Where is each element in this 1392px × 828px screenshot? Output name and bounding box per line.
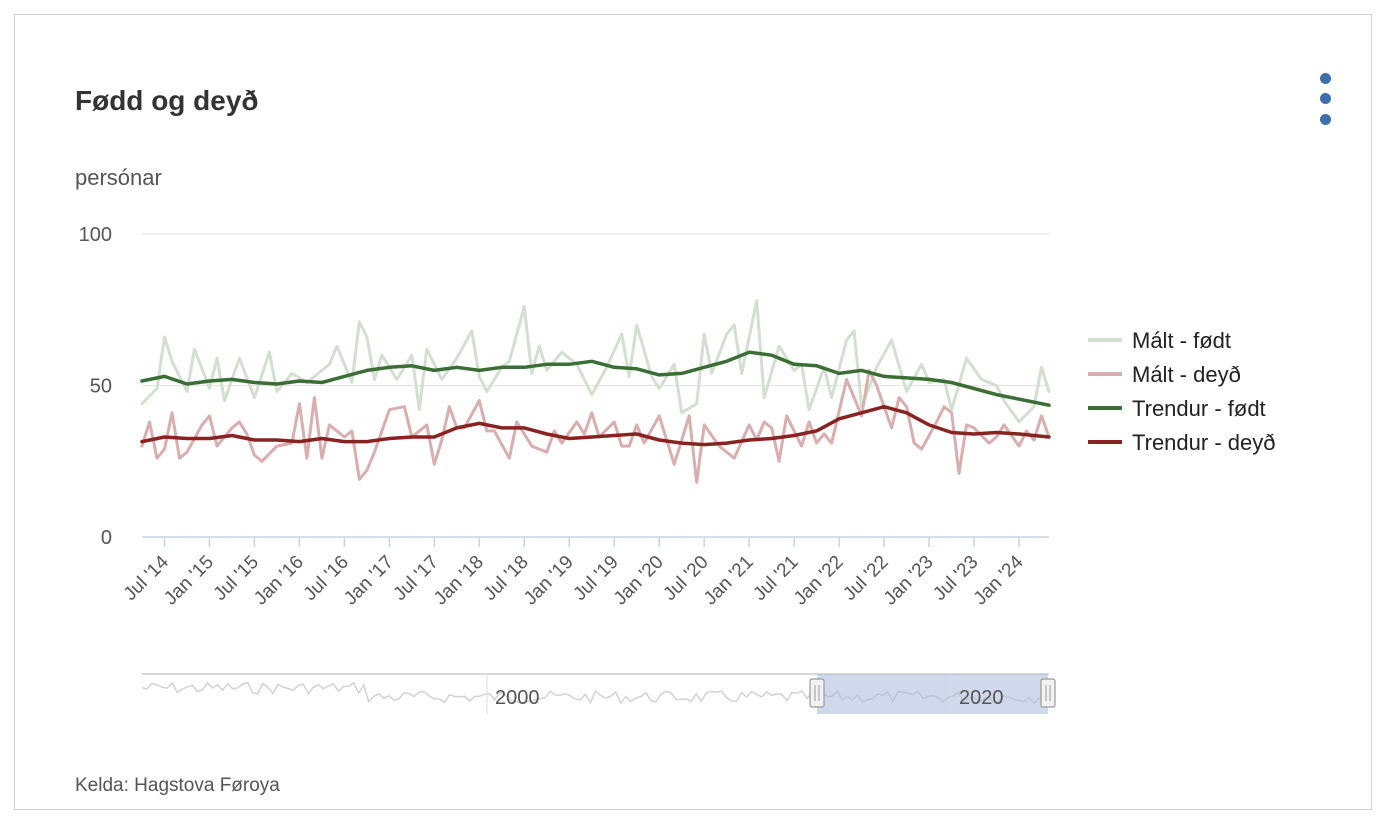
x-tick-label: Jan '16 [250, 552, 308, 610]
legend-item[interactable]: Trendur - deyð [1088, 430, 1275, 455]
y-tick-label: 100 [79, 224, 112, 246]
legend[interactable]: Mált - født Mált - deyð Trendur - født Tren… [1088, 328, 1275, 455]
chart-card: Fødd og deyð persónar Kelda: Hagstova Fø… [14, 14, 1372, 810]
legend-label: Trendur - født [1132, 396, 1266, 421]
legend-item[interactable]: Mált - født [1088, 328, 1231, 353]
x-tick-label: Jan '23 [880, 552, 938, 610]
x-tick-label: Jan '22 [790, 552, 848, 610]
series-line-3 [140, 350, 1051, 407]
y-tick-label: 50 [90, 376, 112, 398]
x-tick-label: Jan '24 [970, 551, 1028, 609]
legend-item[interactable]: Mált - deyð [1088, 362, 1241, 387]
x-tick-label: Jan '18 [430, 552, 488, 610]
legend-label: Mált - født [1132, 328, 1231, 353]
x-tick-label: Jan '17 [340, 552, 398, 610]
x-tick-label: Jan '20 [610, 552, 668, 610]
range-navigator[interactable]: 2000 2020 [141, 673, 1056, 714]
x-tick-label: Jan '21 [700, 552, 758, 610]
y-tick-label: 0 [101, 527, 112, 549]
legend-label: Trendur - deyð [1132, 430, 1275, 455]
series-lines [140, 299, 1051, 484]
navigator-selection[interactable] [817, 674, 1048, 714]
chart-title: Fødd og deyð [75, 85, 259, 116]
kebab-menu-icon[interactable] [1313, 71, 1337, 137]
series-line-4 [140, 404, 1051, 447]
source-caption: Kelda: Hagstova Føroya [75, 775, 280, 796]
navigator-handle-right[interactable] [1040, 678, 1056, 708]
series-line-1 [140, 299, 1051, 424]
legend-label: Mált - deyð [1132, 362, 1241, 387]
navigator-handle-left[interactable] [809, 678, 825, 708]
legend-item[interactable]: Trendur - født [1088, 396, 1266, 421]
x-tick-label: Jan '15 [160, 552, 218, 610]
navigator-label: 2020 [959, 687, 1004, 709]
x-tick-label: Jan '19 [520, 552, 578, 610]
navigator-label: 2000 [495, 687, 540, 709]
y-axis-unit-label: persónar [75, 165, 162, 190]
